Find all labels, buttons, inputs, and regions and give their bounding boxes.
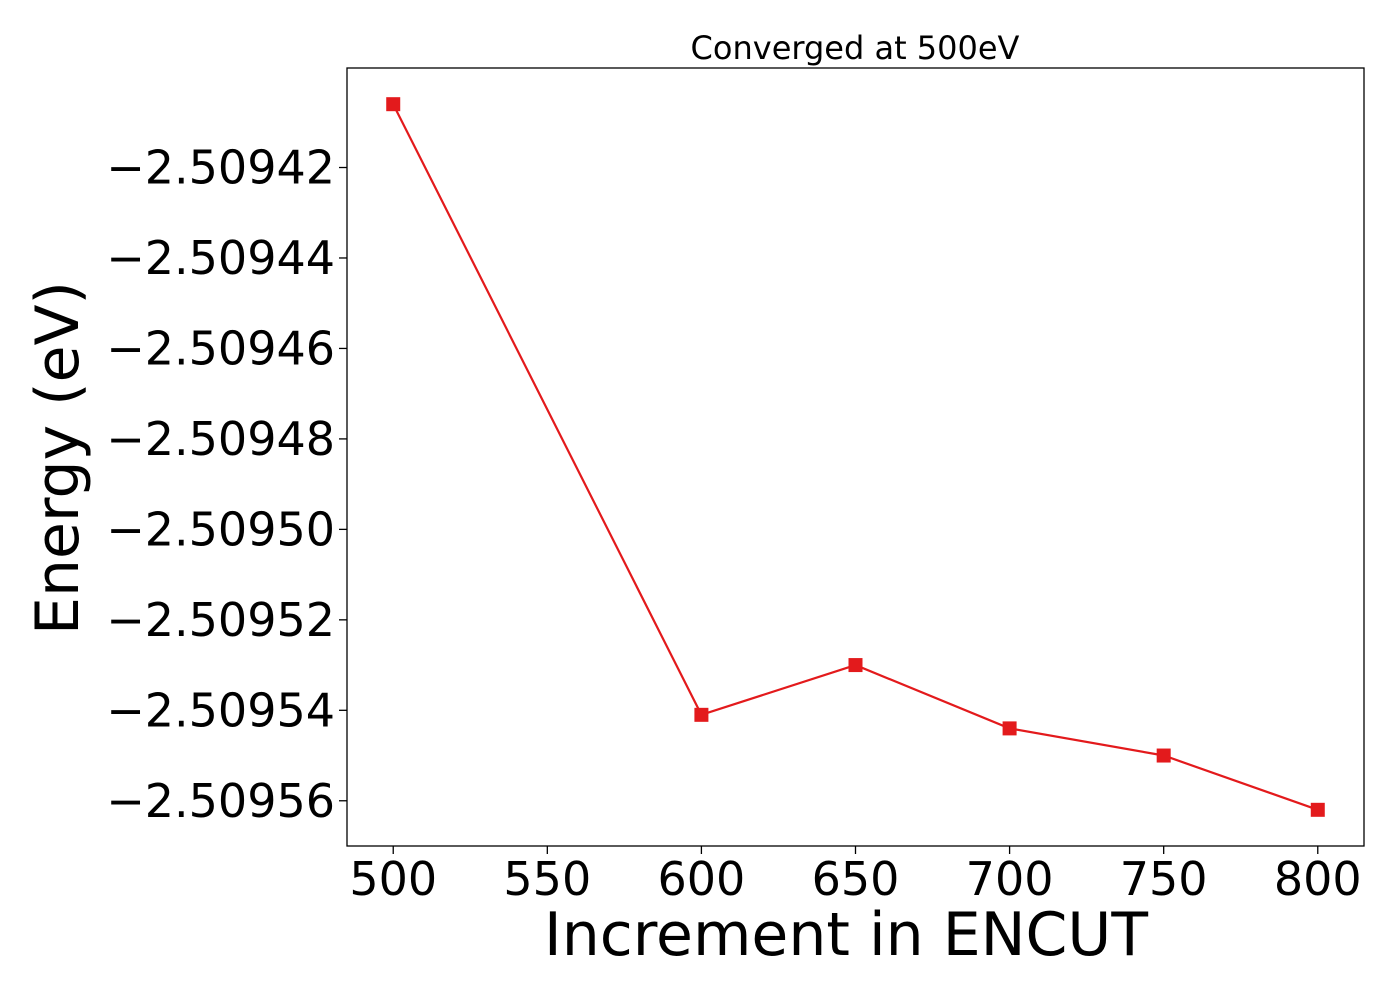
x-tick-label: 550	[503, 852, 591, 906]
y-tick-label: −2.50950	[106, 502, 335, 556]
y-tick-label: −2.50942	[106, 141, 335, 195]
chart-title: Converged at 500eV	[691, 29, 1020, 67]
y-tick-label: −2.50944	[106, 231, 335, 285]
x-tick-label: 700	[966, 852, 1054, 906]
y-tick-label: −2.50952	[106, 593, 335, 647]
series-line	[392, 103, 1319, 811]
y-axis-label: Energy (eV)	[23, 281, 93, 635]
y-tick-label: −2.50946	[106, 321, 335, 375]
data-point-marker	[694, 707, 709, 722]
data-point-marker	[1156, 748, 1171, 763]
data-point-marker	[1002, 721, 1017, 736]
x-tick-label: 600	[658, 852, 746, 906]
x-tick-label: 800	[1274, 852, 1362, 906]
y-tick-label: −2.50954	[106, 683, 335, 737]
x-axis-label: Increment in ENCUT	[544, 900, 1148, 970]
x-tick-label: 650	[812, 852, 900, 906]
data-point-marker	[1310, 802, 1325, 817]
data-point-marker	[848, 658, 863, 673]
x-tick-label: 500	[349, 852, 437, 906]
data-point-marker	[386, 97, 401, 112]
series-layer	[386, 97, 1325, 817]
x-axis: 500 550 600 650 700 750 800	[349, 846, 1362, 906]
y-axis: −2.50942 −2.50944 −2.50946 −2.50948 −2.50950…	[106, 141, 347, 828]
y-tick-label: −2.50948	[106, 412, 335, 466]
y-tick-label: −2.50956	[106, 774, 335, 828]
x-tick-label: 750	[1120, 852, 1208, 906]
